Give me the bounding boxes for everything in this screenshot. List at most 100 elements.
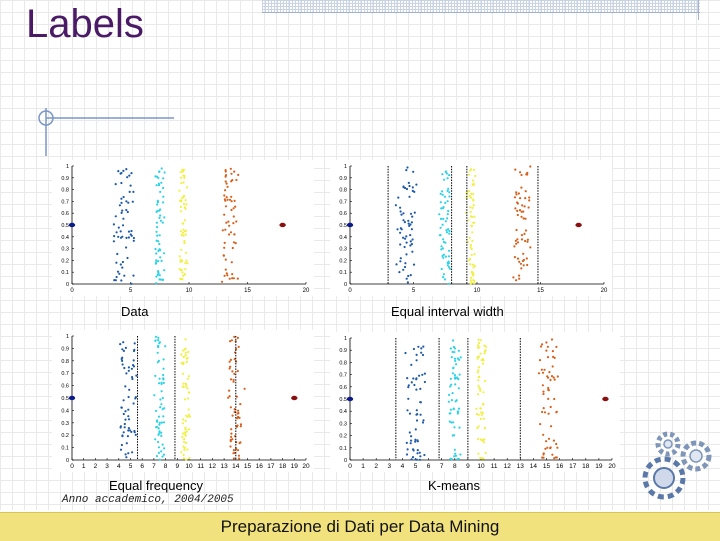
x-tick-label: 5 — [129, 288, 133, 294]
data-point — [550, 338, 554, 341]
outlier-point — [346, 396, 354, 402]
data-point — [446, 264, 449, 267]
data-point — [122, 431, 125, 434]
data-point — [443, 178, 446, 181]
data-point — [475, 407, 478, 410]
data-point — [184, 207, 187, 210]
data-point — [123, 274, 126, 277]
y-tick-label: 0.3 — [339, 421, 347, 427]
data-point — [452, 421, 455, 424]
data-point — [551, 453, 554, 456]
y-tick-label: 0.2 — [339, 258, 347, 264]
data-point — [127, 201, 130, 204]
data-point — [182, 432, 185, 435]
data-point — [411, 250, 414, 253]
data-point — [477, 452, 480, 455]
data-point — [157, 359, 160, 362]
data-point — [230, 435, 233, 438]
data-point — [160, 167, 163, 170]
data-point — [444, 170, 447, 173]
data-point — [404, 262, 407, 265]
data-point — [470, 192, 473, 195]
data-point — [405, 453, 409, 456]
data-point — [418, 451, 421, 454]
data-point — [453, 357, 457, 360]
caption-data: Data — [121, 304, 149, 319]
data-point — [224, 205, 228, 208]
data-point — [239, 403, 242, 406]
data-point — [233, 358, 236, 361]
data-point — [545, 349, 548, 352]
data-point — [541, 410, 544, 414]
data-point — [549, 405, 552, 409]
data-point — [515, 228, 518, 232]
y-tick-label: 0 — [344, 282, 347, 288]
data-point — [450, 383, 453, 386]
data-point — [408, 412, 412, 415]
data-point — [445, 229, 448, 232]
data-point — [231, 438, 234, 441]
data-point — [448, 174, 451, 177]
data-point — [179, 200, 183, 203]
data-point — [520, 210, 523, 213]
data-point — [406, 166, 409, 169]
data-point — [187, 375, 190, 378]
data-point — [528, 199, 531, 202]
chart-equal-frequency: 00.10.20.30.40.50.60.70.80.910 1 2 3 4 5 6 7 8 9 1… — [61, 334, 310, 470]
data-point — [412, 263, 416, 266]
data-point — [132, 359, 135, 362]
x-tick-label: 1 — [82, 463, 86, 470]
data-point — [188, 413, 191, 416]
data-point — [419, 387, 422, 390]
x-tick-label: 0 — [70, 288, 74, 294]
data-point — [443, 195, 446, 198]
x-tick-label: 7 — [152, 463, 156, 470]
data-point — [224, 228, 227, 231]
data-point — [470, 225, 473, 228]
x-tick-label: 20 — [608, 463, 616, 470]
data-point — [157, 270, 160, 273]
data-point — [119, 230, 122, 233]
data-point — [156, 203, 159, 206]
data-point — [120, 211, 123, 214]
data-point — [131, 451, 134, 454]
data-point — [182, 349, 185, 352]
data-point — [420, 351, 423, 354]
data-point — [459, 356, 462, 359]
data-point — [552, 355, 555, 358]
data-point — [411, 186, 414, 189]
data-point — [527, 206, 530, 209]
data-point — [185, 360, 188, 363]
data-point — [121, 209, 124, 212]
data-point — [477, 384, 480, 387]
data-point — [231, 414, 234, 417]
data-point — [479, 456, 482, 460]
data-point — [122, 341, 125, 344]
data-point — [188, 457, 191, 460]
data-point — [120, 197, 123, 200]
data-point — [459, 453, 462, 456]
data-point — [415, 353, 418, 356]
data-point — [482, 441, 485, 444]
chart-data: 00.10.20.30.40.50.60.70.80.910 5 10 15 20 — [61, 164, 310, 294]
data-point — [467, 173, 470, 176]
data-point — [550, 375, 554, 378]
data-point — [123, 426, 126, 429]
data-point — [402, 268, 405, 271]
data-point — [184, 199, 187, 202]
data-point — [236, 369, 239, 373]
data-point — [410, 363, 413, 366]
data-point — [529, 165, 532, 168]
data-point — [239, 425, 242, 428]
data-point — [477, 369, 480, 372]
y-tick-label: 0.2 — [61, 258, 69, 264]
data-point — [404, 351, 407, 355]
data-point — [163, 269, 166, 272]
data-point — [130, 172, 133, 175]
data-point — [413, 383, 416, 387]
y-tick-label: 0.7 — [339, 199, 347, 205]
data-point — [121, 266, 124, 269]
data-point — [549, 446, 552, 449]
data-point — [132, 190, 135, 193]
x-tick-label: 15 — [543, 463, 551, 470]
